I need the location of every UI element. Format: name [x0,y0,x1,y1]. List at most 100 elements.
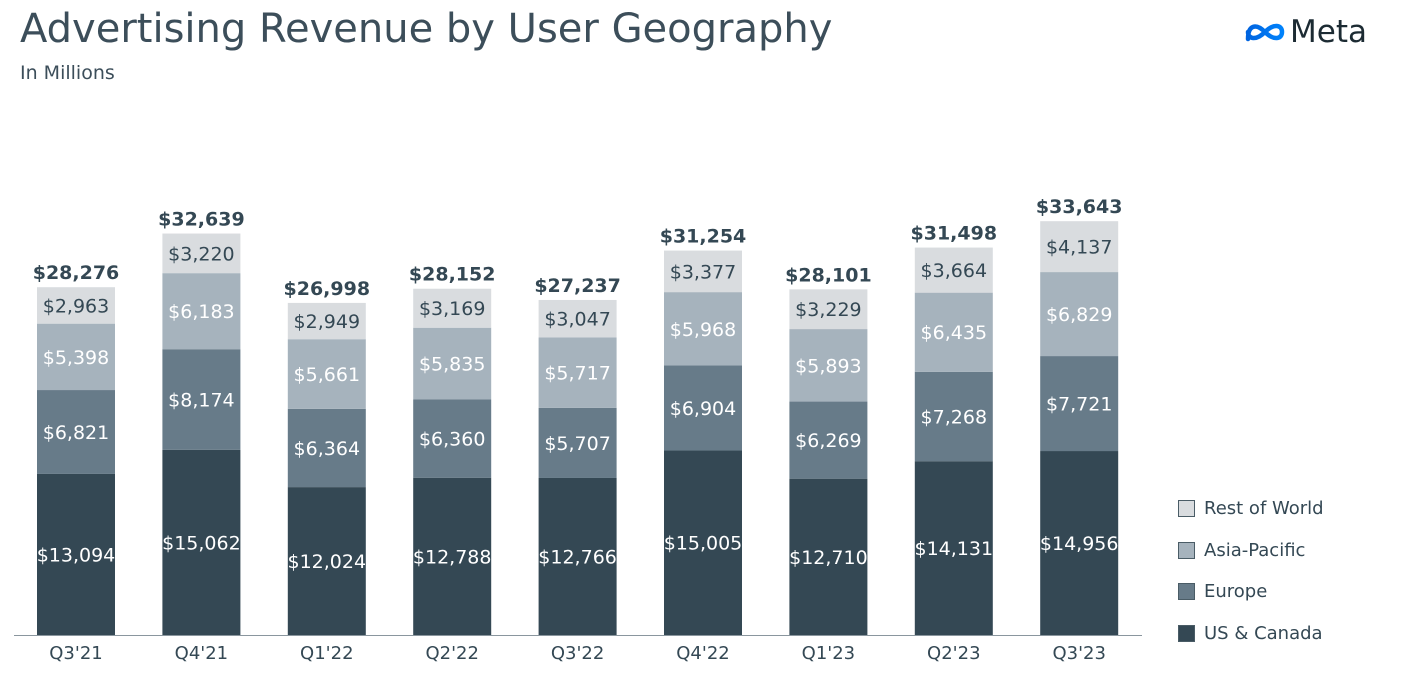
total-label: $26,998 [284,278,371,300]
bar-segment-europe-0 [37,390,115,474]
bar-segment-rest-of-world-7 [914,247,993,293]
data-label: $7,721 [1046,394,1112,416]
data-label: $2,963 [43,295,109,317]
bar-segment-us-canada-4 [538,477,617,635]
legend-item: Europe [1178,571,1324,613]
bar-segment-rest-of-world-4 [538,299,617,338]
bar-segment-us-canada-7 [914,461,993,635]
bar-segment-europe-4 [538,407,617,478]
x-tick-label: Q2'22 [425,643,478,664]
data-label: $2,949 [294,311,360,333]
total-label: $31,498 [911,223,998,245]
x-tick-label: Q3'22 [551,643,604,664]
data-label: $6,360 [419,429,485,451]
bar-segment-rest-of-world-3 [413,288,492,328]
legend-item: US & Canada [1178,613,1324,655]
data-label: $5,661 [294,364,360,386]
data-label: $12,024 [288,551,367,573]
chart-subtitle: In Millions [20,62,115,84]
bar-segment-asia-pacific-8 [1040,272,1119,357]
data-label: $14,956 [1040,533,1119,555]
bar-segment-rest-of-world-2 [287,302,366,340]
total-label: $31,254 [660,226,747,248]
x-tick-label: Q1'23 [802,643,855,664]
legend-swatch [1178,500,1195,518]
data-label: $5,893 [795,355,861,377]
bar-segment-asia-pacific-2 [287,339,366,409]
legend-label: Asia-Pacific [1204,539,1306,561]
data-label: $3,169 [419,298,485,320]
data-label: $6,821 [43,422,109,444]
bar-segment-europe-1 [162,349,241,450]
total-label: $32,639 [158,209,245,231]
data-label: $3,377 [670,261,736,283]
data-label: $4,137 [1046,237,1112,259]
bar-segment-us-canada-8 [1040,451,1119,635]
bar-segment-rest-of-world-5 [664,250,742,293]
bar-segment-europe-6 [789,401,868,479]
data-label: $6,183 [168,301,234,323]
legend-item: Rest of World [1178,488,1324,530]
data-label: $12,710 [789,547,868,569]
total-label: $27,237 [534,275,621,297]
legend-swatch [1178,583,1195,601]
data-label: $7,268 [921,406,987,428]
bar-segment-us-canada-1 [162,449,241,635]
data-label: $15,062 [162,532,241,554]
bar-segment-europe-5 [664,365,742,451]
data-label: $5,398 [43,347,109,369]
x-tick-label: Q3'23 [1052,643,1105,664]
total-label: $28,101 [785,264,872,286]
meta-infinity-icon [1245,23,1285,42]
bar-segment-us-canada-5 [664,450,742,635]
x-tick-label: Q1'22 [300,643,353,664]
data-label: $6,269 [795,430,861,452]
bar-segment-rest-of-world-1 [162,233,241,274]
bar-segment-us-canada-6 [789,478,868,635]
bar-segment-us-canada-0 [37,473,115,635]
total-label: $28,152 [409,264,496,286]
bar-segment-europe-8 [1040,356,1119,452]
bar-segment-asia-pacific-4 [538,337,617,408]
data-label: $15,005 [664,533,743,555]
x-tick-label: Q3'21 [49,643,102,664]
data-label: $13,094 [37,544,116,566]
x-tick-label: Q4'22 [676,643,729,664]
legend-label: US & Canada [1204,622,1323,644]
data-label: $6,435 [921,322,987,344]
data-label: $5,968 [670,319,736,341]
legend-swatch [1178,541,1195,559]
x-tick-label: Q4'21 [175,643,228,664]
bar-segment-asia-pacific-5 [664,292,742,366]
data-label: $3,220 [168,243,234,265]
data-label: $6,829 [1046,304,1112,326]
data-label: $5,835 [419,354,485,376]
bar-segment-rest-of-world-6 [789,289,868,330]
bar-segment-asia-pacific-0 [37,323,115,391]
total-label: $28,276 [33,262,120,284]
legend-label: Europe [1204,581,1268,603]
data-label: $12,788 [413,546,492,568]
bar-segment-asia-pacific-6 [789,329,868,402]
x-tick-label: Q2'23 [927,643,980,664]
bar-segment-us-canada-2 [287,487,366,635]
data-label: $3,047 [544,309,610,331]
data-label: $5,717 [544,363,610,385]
data-label: $6,904 [670,398,736,420]
bar-segment-europe-7 [914,371,993,462]
legend-item: Asia-Pacific [1178,530,1324,572]
legend-swatch [1178,624,1195,642]
bar-segment-rest-of-world-8 [1040,221,1119,273]
logo-text: Meta [1290,14,1367,50]
total-label: $33,643 [1036,196,1123,218]
bar-segment-asia-pacific-7 [914,292,993,372]
data-label: $8,174 [168,389,234,411]
bar-segment-asia-pacific-3 [413,327,492,400]
legend-label: Rest of World [1204,498,1324,520]
bar-segment-europe-2 [287,408,366,488]
data-label: $3,229 [795,299,861,321]
chart-title: Advertising Revenue by User Geography [20,6,833,52]
legend: Rest of World Asia-Pacific Europe US & Cana… [1178,488,1324,654]
meta-logo: Meta [1244,14,1367,50]
